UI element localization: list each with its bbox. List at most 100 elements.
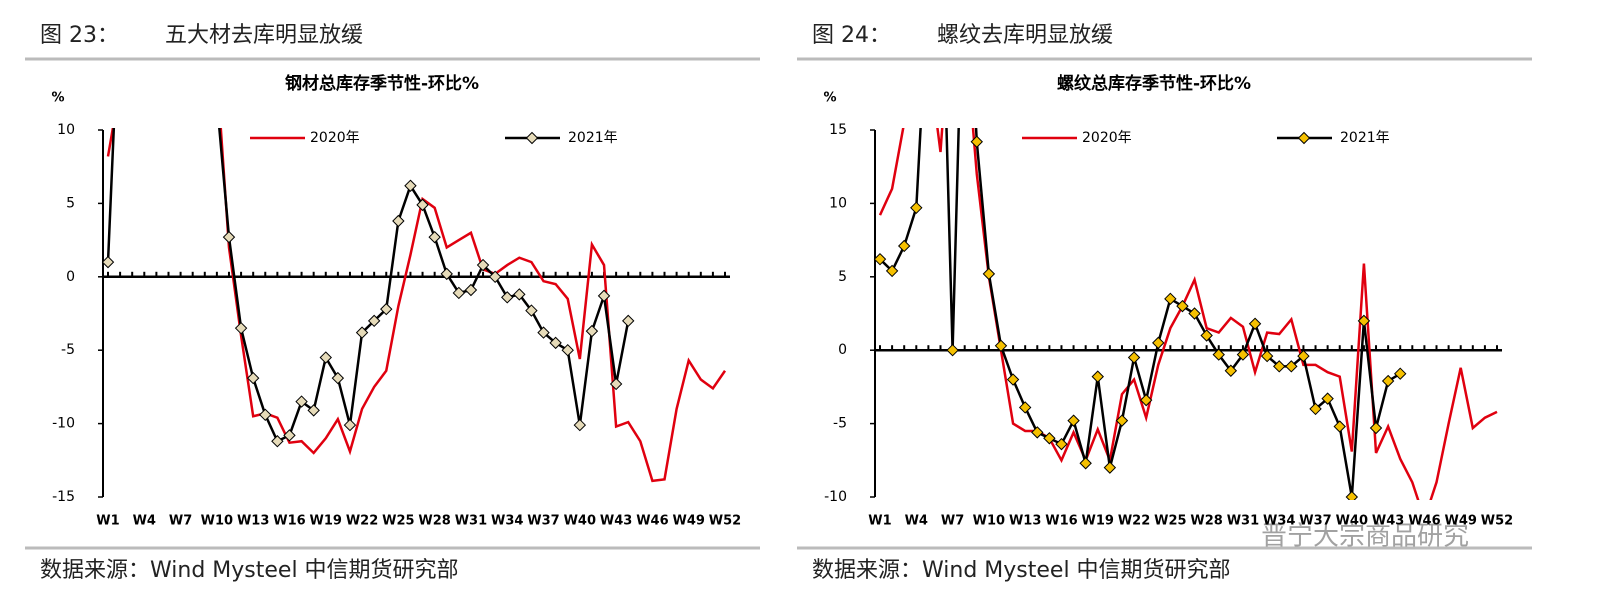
marker [1043, 432, 1056, 445]
x-tick-label: W46 [636, 514, 668, 529]
x-tick-label: W1 [868, 514, 891, 529]
marker [392, 214, 405, 228]
x-tick-label: W22 [346, 514, 378, 529]
marker [416, 198, 429, 212]
source: 数据来源：Wind Mysteel 中信期货研究部 [40, 558, 459, 583]
marker [946, 343, 959, 357]
marker [1139, 393, 1153, 407]
y-tick-label: -10 [52, 416, 75, 432]
marker [488, 270, 502, 284]
figure-label: 图 24： [812, 23, 891, 48]
marker [501, 291, 514, 304]
plot [101, 128, 727, 483]
marker [1357, 314, 1371, 328]
marker [1309, 402, 1322, 416]
x-tick-label: W49 [672, 514, 704, 529]
legend-label: 2020年 [310, 130, 360, 146]
x-tick-label: W1 [96, 514, 119, 529]
marker [452, 286, 466, 300]
marker [1321, 392, 1334, 405]
marker [464, 283, 478, 297]
marker [1006, 373, 1020, 386]
x-tick-label: W7 [169, 514, 192, 529]
marker [1115, 414, 1129, 427]
y-tick-label: 0 [66, 269, 75, 285]
series-line [878, 128, 1498, 500]
plot [873, 128, 1498, 500]
marker [525, 304, 538, 317]
marker [271, 435, 284, 448]
x-tick-label: W13 [1009, 514, 1041, 529]
marker [1260, 349, 1274, 363]
figure-caption: 螺纹去库明显放缓 [937, 23, 1113, 48]
marker [513, 288, 526, 301]
marker [1164, 292, 1177, 306]
x-tick-label: W37 [1299, 514, 1331, 529]
marker [295, 395, 308, 408]
series-line [879, 128, 1401, 498]
marker [982, 267, 996, 281]
marker [307, 404, 320, 417]
marker [1273, 360, 1286, 373]
marker [537, 326, 550, 339]
figure-caption: 五大材去库明显放缓 [165, 23, 363, 48]
x-tick-label: W7 [941, 514, 964, 529]
marker [910, 201, 923, 215]
legend-marker [1297, 131, 1311, 145]
marker [380, 302, 393, 316]
y-tick-label: 0 [838, 342, 847, 358]
marker [1381, 374, 1395, 388]
marker [1285, 360, 1298, 373]
marker [1345, 490, 1359, 500]
marker [319, 351, 332, 364]
y-tick-label: 10 [57, 122, 75, 138]
series-line [106, 128, 630, 443]
marker [1236, 348, 1250, 361]
marker [609, 377, 623, 391]
marker [970, 135, 983, 148]
marker [259, 408, 272, 421]
marker [885, 264, 899, 278]
x-tick-label: W10 [973, 514, 1005, 529]
marker [1067, 414, 1080, 427]
legend-label: 2021年 [1340, 130, 1390, 146]
marker [234, 321, 248, 335]
x-tick-label: W31 [1227, 514, 1259, 529]
legend-marker [525, 131, 539, 145]
y-tick-label: 10 [829, 195, 847, 211]
marker [873, 252, 887, 266]
figure-label: 图 23： [40, 23, 119, 48]
marker [561, 343, 574, 357]
x-tick-label: W37 [527, 514, 559, 529]
x-tick-label: W40 [564, 514, 596, 529]
marker [283, 429, 296, 442]
marker [355, 326, 369, 339]
x-tick-label: W4 [905, 514, 928, 529]
x-tick-label: W13 [237, 514, 269, 529]
marker [1018, 401, 1032, 414]
x-tick-label: W25 [1154, 514, 1186, 529]
x-tick-label: W52 [709, 514, 741, 529]
marker [897, 239, 911, 253]
marker [585, 324, 599, 338]
marker [246, 371, 260, 385]
x-tick-label: W16 [1045, 514, 1077, 529]
marker [1127, 351, 1141, 364]
marker [1248, 317, 1262, 330]
x-tick-label: W28 [418, 514, 450, 529]
marker [1212, 348, 1225, 361]
chart-title: 螺纹总库存季节性-环比% [1057, 73, 1251, 94]
marker [331, 371, 345, 385]
marker [1200, 329, 1213, 342]
marker [343, 418, 357, 432]
y-tick-label: 5 [66, 195, 75, 211]
marker [994, 339, 1008, 353]
marker [1103, 461, 1117, 474]
y-tick-label: -5 [61, 342, 75, 358]
y-tick-label: 15 [829, 122, 847, 138]
marker [1091, 370, 1104, 383]
x-tick-label: W40 [1336, 514, 1368, 529]
marker [1394, 367, 1407, 380]
x-tick-label: W34 [491, 514, 523, 529]
